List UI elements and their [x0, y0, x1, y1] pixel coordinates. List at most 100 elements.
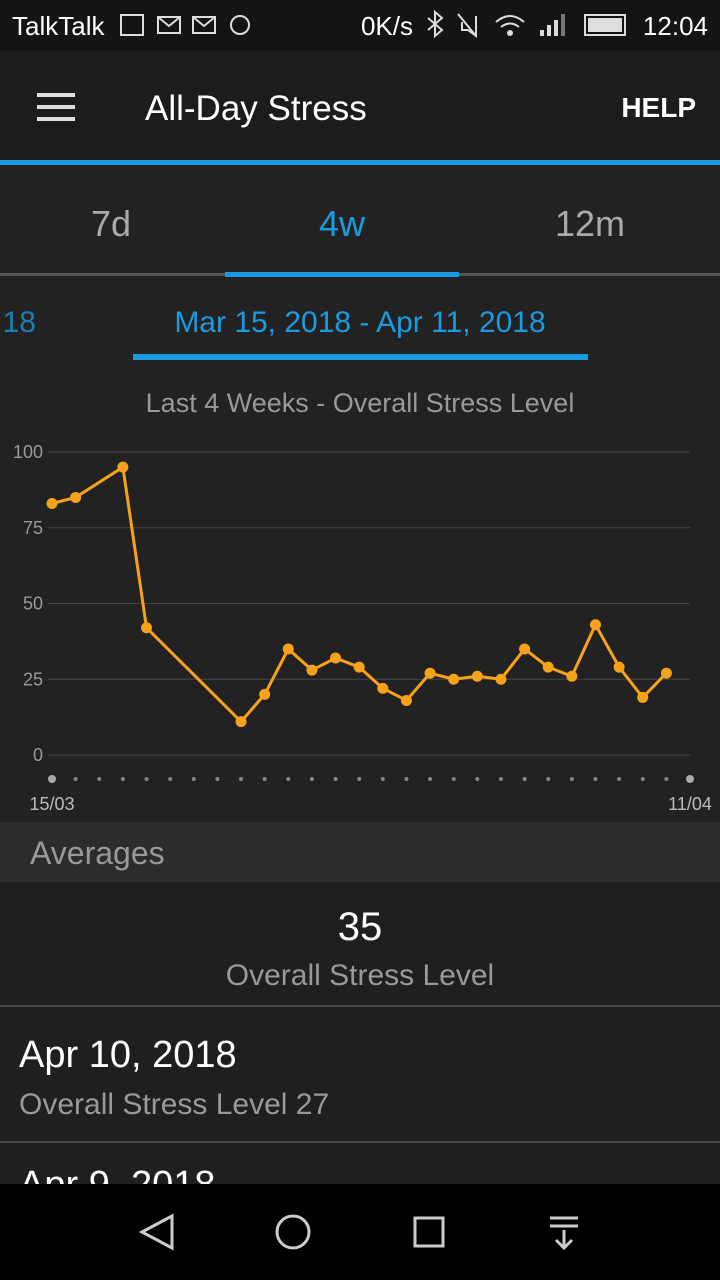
x-tick-dot: [686, 775, 694, 783]
app-bar-accent: [0, 160, 720, 165]
line-segment: [145, 626, 243, 723]
divider: [0, 1141, 720, 1143]
x-tick-dot: [333, 777, 338, 781]
data-point: [495, 673, 507, 685]
data-point: [519, 643, 531, 655]
line-segment: [499, 648, 526, 681]
data-point: [660, 667, 672, 679]
tab-active[interactable]: 4w: [319, 203, 366, 244]
data-point: [330, 652, 342, 664]
nav-buttons[interactable]: [138, 1213, 578, 1251]
line-segment: [405, 672, 432, 702]
data-point: [400, 694, 412, 706]
x-tick-dot: [380, 777, 385, 781]
data-point: [141, 622, 153, 634]
x-tick-dot: [546, 777, 551, 781]
x-tick-label: 15/03: [29, 794, 74, 814]
menu-button[interactable]: [37, 93, 75, 121]
x-tick-dot: [357, 777, 362, 781]
x-tick-dot: [168, 777, 173, 781]
clock: 12:04: [643, 11, 708, 41]
list-item[interactable]: Apr 10, 2018 Overall Stress Level 27: [19, 1034, 329, 1121]
y-tick-label: 50: [23, 594, 43, 614]
average-label: Overall Stress Level: [226, 959, 494, 992]
x-tick-dot: [215, 777, 220, 781]
line-segment: [594, 623, 621, 668]
screen-title: All-Day Stress: [145, 89, 367, 128]
nav-bar-cover: [0, 1184, 720, 1280]
data-point: [46, 498, 58, 510]
data-point: [424, 667, 436, 679]
line-segment: [263, 648, 290, 696]
x-tick-dot: [286, 777, 291, 781]
data-point: [353, 661, 365, 673]
line-segment: [641, 672, 668, 699]
y-tick-label: 100: [13, 442, 43, 462]
x-tick-dot: [120, 777, 125, 781]
y-tick-label: 75: [23, 518, 43, 538]
line-segment: [617, 666, 644, 699]
average-value: 35: [338, 905, 383, 949]
help-button[interactable]: HELP: [621, 92, 696, 123]
data-point: [235, 716, 247, 728]
averages-header-bg: [0, 822, 720, 882]
list-detail: Overall Stress Level 27: [19, 1088, 329, 1121]
line-segment: [74, 465, 124, 499]
x-tick-dot: [97, 777, 102, 781]
x-tick-dot: [309, 777, 314, 781]
data-point: [306, 664, 318, 676]
data-point: [70, 491, 82, 503]
net-speed: 0K/s: [361, 11, 413, 41]
data-point: [448, 673, 460, 685]
x-tick-dot: [428, 777, 433, 781]
list-date: Apr 10, 2018: [19, 1034, 237, 1076]
x-tick-dot: [498, 777, 503, 781]
signal-icon: [540, 14, 565, 36]
data-point: [613, 661, 625, 673]
y-tick-label: 0: [33, 745, 43, 765]
x-tick-label: 11/04: [668, 794, 712, 814]
x-tick-dot: [404, 777, 409, 781]
data-point: [637, 691, 649, 703]
chart: Last 4 Weeks - Overall Stress Level 0 25 5…: [13, 388, 712, 814]
data-point: [259, 688, 271, 700]
status-icons: [120, 9, 626, 39]
x-tick-dot: [664, 777, 669, 781]
data-point: [589, 619, 601, 631]
data-point: [566, 670, 578, 682]
divider: [0, 1005, 720, 1007]
app-bar: [0, 50, 720, 160]
content: [0, 165, 720, 822]
x-tick-dot: [569, 777, 574, 781]
y-tick-label: 25: [23, 669, 43, 689]
data-point: [542, 661, 554, 673]
x-tick-dot: [73, 777, 78, 781]
data-point: [117, 461, 129, 473]
x-tick-dot: [48, 775, 56, 783]
list-bg: [0, 882, 720, 1184]
line-segment: [570, 624, 597, 677]
x-tick-dot: [617, 777, 622, 781]
x-tick-dot: [239, 777, 244, 781]
data-point: [377, 682, 389, 694]
line-segment: [121, 466, 149, 628]
carrier: TalkTalk: [12, 11, 105, 41]
date-underline: [133, 354, 588, 360]
x-tick-dot: [262, 777, 267, 781]
x-tick-dot: [191, 777, 196, 781]
x-tick-dot: [640, 777, 645, 781]
tab-indicator: [225, 272, 459, 277]
x-tick-dot: [144, 777, 149, 781]
x-tick-dot: [475, 777, 480, 781]
tab[interactable]: 12m: [555, 203, 625, 244]
x-tick-dot: [451, 777, 456, 781]
x-tick-dot: [522, 777, 527, 781]
data-point: [471, 670, 483, 682]
tab[interactable]: 7d: [91, 203, 131, 244]
line-segment: [239, 693, 266, 723]
data-point: [282, 643, 294, 655]
previous-range[interactable]: 18: [3, 306, 36, 339]
date-range: Mar 15, 2018 - Apr 11, 2018: [174, 306, 545, 339]
chart-title: Last 4 Weeks - Overall Stress Level: [146, 388, 575, 418]
